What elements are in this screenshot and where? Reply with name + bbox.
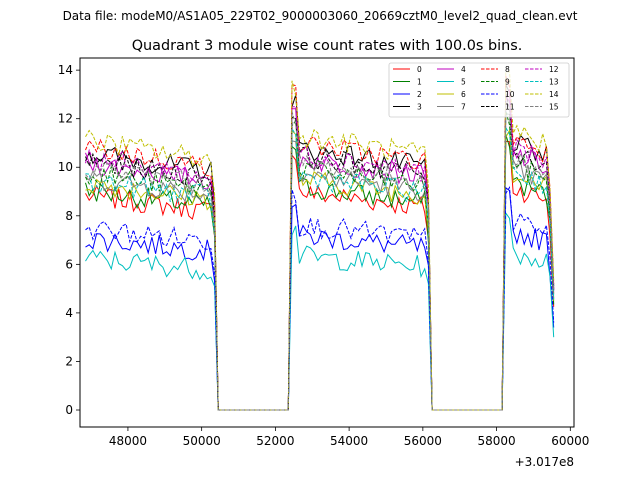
- legend-label-11: 11: [505, 103, 515, 112]
- legend-label-8: 8: [505, 65, 510, 74]
- legend-label-12: 12: [549, 65, 559, 74]
- x-tick-label: 50000: [183, 434, 221, 448]
- y-tick-label: 10: [58, 160, 73, 174]
- legend-label-13: 13: [549, 78, 559, 87]
- y-tick-label: 12: [58, 112, 73, 126]
- legend-label-14: 14: [549, 90, 559, 99]
- series-line-15: [85, 104, 555, 411]
- x-tick-label: 60000: [551, 434, 589, 448]
- x-tick-label: 48000: [109, 434, 147, 448]
- legend-label-2: 2: [417, 90, 422, 99]
- chart-title: Quadrant 3 module wise count rates with …: [132, 38, 523, 54]
- legend-label-9: 9: [505, 78, 510, 87]
- legend-label-5: 5: [461, 78, 466, 87]
- plot-area: [85, 71, 555, 411]
- x-tick-label: 52000: [256, 434, 294, 448]
- x-tick-label: 56000: [404, 434, 442, 448]
- legend-label-3: 3: [417, 103, 422, 112]
- legend-label-1: 1: [417, 78, 422, 87]
- legend-label-10: 10: [505, 90, 515, 99]
- y-tick-label: 14: [58, 63, 73, 77]
- x-offset-label: +3.017e8: [515, 455, 574, 469]
- x-axis: 48000 50000 52000 54000 56000 58000 60000: [109, 427, 589, 448]
- suptitle: Data file: modeM0/AS1A05_229T02_90000030…: [63, 9, 578, 23]
- y-tick-label: 2: [65, 354, 73, 368]
- series-line-14: [85, 71, 555, 411]
- legend-label-6: 6: [461, 90, 466, 99]
- legend-label-15: 15: [549, 103, 559, 112]
- axes-frame: [79, 57, 575, 428]
- x-tick-label: 54000: [330, 434, 368, 448]
- y-tick-label: 8: [65, 209, 73, 223]
- legend-label-7: 7: [461, 103, 466, 112]
- legend-frame: [388, 62, 570, 118]
- y-axis: 0 2 4 6 8 10 12 14: [58, 63, 80, 417]
- y-tick-label: 4: [65, 306, 73, 320]
- y-tick-label: 0: [65, 403, 73, 417]
- y-tick-label: 6: [65, 257, 73, 271]
- legend-label-0: 0: [417, 65, 422, 74]
- legend-label-4: 4: [461, 65, 466, 74]
- x-tick-label: 58000: [477, 434, 515, 448]
